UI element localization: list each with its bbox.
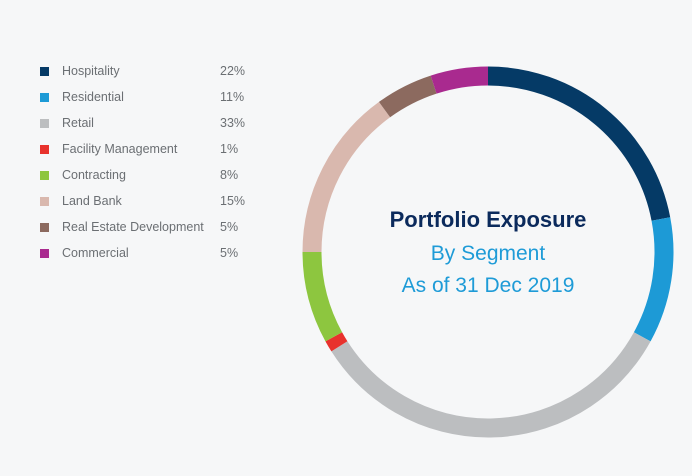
slice-residential [633,217,674,342]
legend-item-hospitality: Hospitality 22% [40,63,260,89]
legend-label: Residential [62,90,124,104]
legend-item-residential: Residential 11% [40,89,260,115]
legend-swatch [40,223,49,232]
legend-swatch [40,171,49,180]
slice-retail [331,332,651,438]
chart-legend: Hospitality 22% Residential 11% Retail 3… [40,63,260,271]
legend-label: Contracting [62,168,126,182]
legend-swatch [40,67,49,76]
legend-value: 22% [220,64,246,78]
legend-value: 8% [220,168,239,182]
legend-item-land-bank: Land Bank 15% [40,193,260,219]
legend-label: Facility Management [62,142,178,156]
legend-value: 33% [220,116,246,130]
legend-item-contracting: Contracting 8% [40,167,260,193]
chart-date-label: As of 31 Dec 2019 [401,274,575,297]
legend-swatch [40,249,49,258]
slice-real-estate-development [378,75,437,118]
slice-hospitality [487,66,671,221]
slice-facility-management [325,332,348,352]
legend-value: 15% [220,194,246,208]
chart-subtitle: By Segment [430,242,546,265]
legend-value: 11% [220,90,245,104]
legend-label: Real Estate Development [62,220,204,234]
slice-contracting [302,251,343,342]
legend-swatch [40,197,49,206]
slice-commercial [430,66,489,94]
legend-swatch [40,93,49,102]
legend-label: Retail [62,116,94,130]
legend-item-retail: Retail 33% [40,115,260,141]
legend-value: 1% [220,142,239,156]
legend-item-facility-management: Facility Management 1% [40,141,260,167]
slice-land-bank [302,101,391,253]
legend-label: Commercial [62,246,129,260]
legend-label: Land Bank [62,194,122,208]
legend-swatch [40,119,49,128]
legend-swatch [40,145,49,154]
legend-label: Hospitality [62,64,120,78]
legend-item-commercial: Commercial 5% [40,245,260,271]
chart-title: Portfolio Exposure [389,207,587,232]
legend-value: 5% [220,246,239,260]
legend-item-real-estate-development: Real Estate Development 5% [40,219,260,245]
legend-value: 5% [220,220,239,234]
